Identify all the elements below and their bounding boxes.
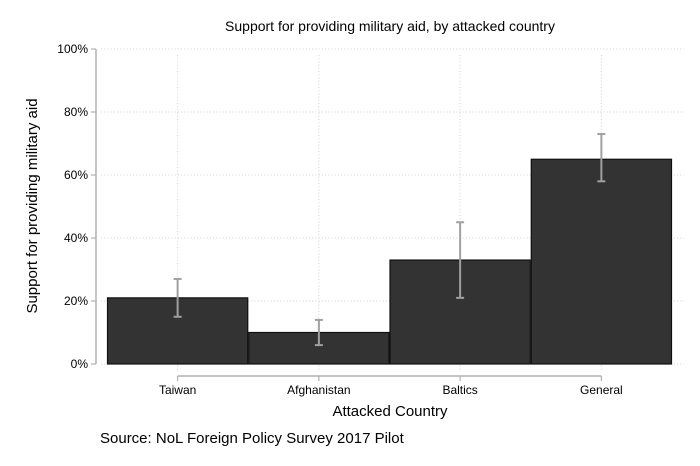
bars [106,158,673,365]
x-tick-label: Baltics [442,383,477,397]
y-tick-label: 40% [64,231,88,245]
bar-general [530,158,673,365]
x-axis-title: Attacked Country [332,403,448,420]
y-axis-title: Support for providing military aid [24,98,41,313]
error-bars [173,133,606,347]
x-tick-label: Taiwan [159,383,196,397]
error-bar-baltics [456,221,465,299]
x-axis: Taiwan Afghanistan Baltics General [159,375,623,397]
y-tick-label: 80% [64,105,88,119]
error-bar-taiwan [173,277,182,318]
chart-title: Support for providing military aid, by a… [225,18,555,34]
x-tick-label: Afghanistan [287,383,350,397]
y-axis: 0% 20% 40% 60% 80% 100% [57,42,97,371]
error-bar-general [597,133,606,183]
y-tick-label: 20% [64,294,88,308]
y-tick-label: 60% [64,168,88,182]
source-note: Source: NoL Foreign Policy Survey 2017 P… [100,430,405,447]
error-bar-afghanistan [314,318,323,347]
x-tick-label: General [580,383,623,397]
y-tick-label: 100% [57,42,88,56]
y-tick-label: 0% [71,357,89,371]
